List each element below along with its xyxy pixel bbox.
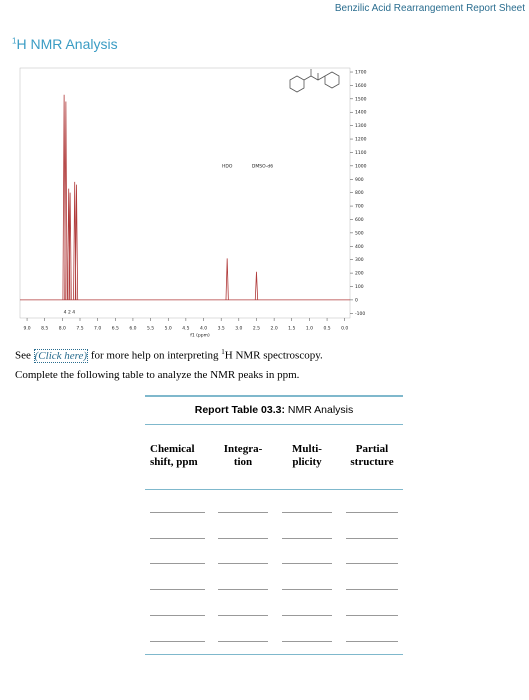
annotation: DMSO-d6	[252, 163, 273, 169]
help-sup: 1	[221, 348, 225, 356]
y-tick-label: 300	[355, 257, 364, 263]
instruction: Complete the following table to analyze …	[15, 369, 300, 381]
y-tick-label: 1000	[355, 163, 367, 169]
x-tick-label: 4.5	[182, 326, 189, 332]
y-tick-label: 500	[355, 230, 364, 236]
x-tick-label: 0.5	[323, 326, 330, 332]
x-tick-label: 8.0	[59, 326, 66, 332]
answer-blank[interactable]	[218, 615, 268, 616]
header-cell: Integra-tion	[223, 443, 263, 468]
answer-blank[interactable]	[346, 512, 398, 513]
plot-frame	[19, 67, 351, 319]
table-rule	[145, 424, 403, 425]
annotation: HDO	[222, 163, 233, 169]
answer-blank[interactable]	[346, 615, 398, 616]
header-cell: Partial structure	[350, 443, 394, 468]
y-tick-label: 800	[355, 190, 364, 196]
header-title: Benzilic Acid Rearrangement Report Sheet	[334, 3, 525, 14]
y-tick-label: 900	[355, 177, 364, 183]
answer-blank[interactable]	[218, 563, 268, 564]
nmr-spectrum: 9.0 8.5 8.0 7.5 7.0 6.5 6.0 5.5 5.0 4.5 4.0 3.5 3.0 2…	[19, 67, 367, 339]
title-text: H NMR Analysis	[16, 36, 118, 52]
x-tick-label: 7.0	[94, 326, 101, 332]
help-after2: H NMR spectroscopy.	[224, 349, 323, 362]
caption-text: NMR Analysis	[284, 404, 354, 416]
y-tick-label: 1500	[355, 96, 367, 102]
x-tick-label: 7.5	[76, 326, 83, 332]
answer-blank[interactable]	[150, 563, 205, 564]
y-tick-label: 100	[355, 284, 364, 290]
x-tick-label: 4.0	[200, 326, 207, 332]
answer-blank[interactable]	[218, 512, 268, 513]
y-tick-label: 0	[355, 297, 358, 303]
benzil-structure	[289, 69, 340, 93]
y-tick-label: 200	[355, 271, 364, 277]
peak	[68, 192, 72, 300]
answer-blank[interactable]	[282, 589, 332, 590]
answer-blank[interactable]	[150, 615, 205, 616]
peak	[64, 101, 68, 300]
answer-blank[interactable]	[150, 538, 205, 539]
y-tick-label: 400	[355, 244, 364, 250]
answer-blank[interactable]	[282, 538, 332, 539]
header-cell: Multi-plicity	[292, 443, 322, 468]
y-tick-label: 1100	[355, 150, 367, 156]
answer-blank[interactable]	[282, 512, 332, 513]
integrals: 4 2 4	[64, 309, 76, 315]
x-axis-label: f1 (ppm)	[190, 333, 210, 339]
help-text: See (Click here) for more help on interp…	[15, 348, 323, 363]
answer-blank[interactable]	[150, 589, 205, 590]
answer-blank[interactable]	[218, 538, 268, 539]
caption-bold: Report Table 03.3:	[194, 404, 285, 416]
x-tick-label: 5.5	[147, 326, 154, 332]
y-tick-label: 1700	[355, 70, 367, 76]
answer-blank[interactable]	[218, 641, 268, 642]
answer-blank[interactable]	[150, 641, 205, 642]
x-tick-label: 1.5	[288, 326, 295, 332]
answer-blank[interactable]	[282, 615, 332, 616]
y-tick-label: 700	[355, 204, 364, 210]
y-tick-label: 600	[355, 217, 364, 223]
x-tick-label: 5.0	[165, 326, 172, 332]
y-tick-label: 1300	[355, 123, 367, 129]
answer-blank[interactable]	[282, 563, 332, 564]
x-tick-label: 6.0	[129, 326, 136, 332]
help-after: for more help on interpreting	[88, 349, 222, 362]
peak	[254, 271, 259, 300]
y-tick-label: -100	[355, 311, 365, 317]
answer-blank[interactable]	[150, 512, 205, 513]
answer-blank[interactable]	[346, 589, 398, 590]
x-tick-label: 1.0	[306, 326, 313, 332]
table-rule	[145, 489, 403, 490]
answer-blank[interactable]	[346, 563, 398, 564]
help-before: See	[15, 349, 34, 362]
x-tick-label: 2.0	[271, 326, 278, 332]
help-link[interactable]: (Click here)	[33, 348, 89, 363]
x-tick-label: 8.5	[41, 326, 48, 332]
table-bottom-rule	[145, 654, 403, 655]
x-tick-label: 3.0	[235, 326, 242, 332]
answer-blank[interactable]	[346, 641, 398, 642]
answer-blank[interactable]	[218, 589, 268, 590]
answer-blank[interactable]	[346, 538, 398, 539]
y-tick-label: 1400	[355, 110, 367, 116]
x-tick-label: 0.0	[341, 326, 348, 332]
x-tick-label: 9.0	[23, 326, 30, 332]
table-caption: Report Table 03.3: NMR Analysis	[145, 404, 403, 416]
superscript: 1	[12, 36, 17, 46]
answer-blank[interactable]	[282, 641, 332, 642]
x-tick-label: 6.5	[112, 326, 119, 332]
x-tick-label: 2.5	[253, 326, 260, 332]
y-tick-label: 1200	[355, 137, 367, 143]
y-tick-label: 1600	[355, 83, 367, 89]
peak	[74, 184, 79, 300]
header-cell: Chemical shift, ppm	[150, 443, 198, 468]
table-top-rule	[145, 395, 403, 397]
section-title: 1H NMR Analysis	[12, 36, 118, 52]
peak	[225, 258, 229, 300]
x-tick-label: 3.5	[218, 326, 225, 332]
